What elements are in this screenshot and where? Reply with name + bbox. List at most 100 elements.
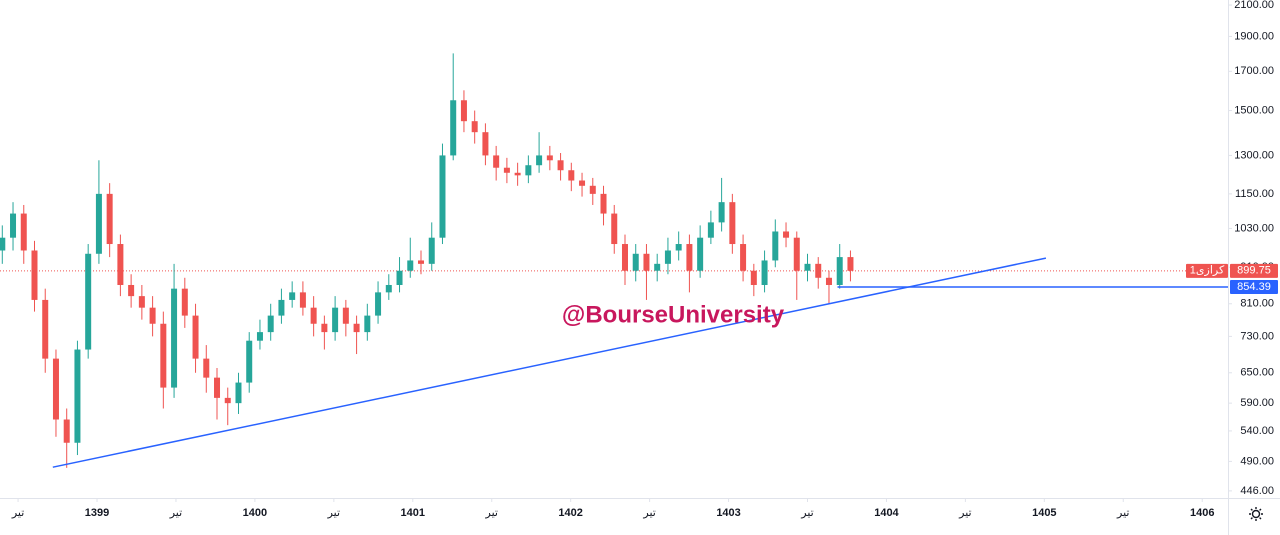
candle-body bbox=[342, 307, 349, 324]
candle-body bbox=[643, 253, 650, 271]
x-tick-label: 1399 bbox=[85, 507, 109, 519]
candle-body bbox=[42, 299, 49, 359]
candle-body bbox=[332, 307, 339, 333]
candle-body bbox=[160, 323, 167, 388]
y-tick-label: 1030.00 bbox=[1234, 222, 1274, 234]
x-tick-label: تیر bbox=[1116, 507, 1129, 519]
candle-body bbox=[321, 323, 328, 333]
candle-body bbox=[63, 419, 70, 443]
candle-body bbox=[128, 284, 135, 297]
candle-body bbox=[364, 315, 371, 333]
hline-badge bbox=[1230, 280, 1278, 295]
candle-body bbox=[664, 250, 671, 264]
candle-body bbox=[740, 244, 747, 271]
candle-body bbox=[192, 315, 199, 359]
x-tick-label: 1404 bbox=[874, 507, 899, 519]
watermark: @BourseUniversity bbox=[562, 301, 785, 328]
candle-body bbox=[471, 121, 478, 133]
candle-body bbox=[353, 323, 360, 333]
candle-body bbox=[697, 237, 704, 271]
y-tick-label: 2100.00 bbox=[1234, 0, 1274, 11]
candle-body bbox=[686, 244, 693, 271]
candle-body bbox=[267, 315, 274, 333]
candle-body bbox=[95, 193, 102, 254]
candle-body bbox=[568, 170, 575, 181]
y-tick-label: 1900.00 bbox=[1234, 30, 1274, 42]
price-labels: 2100.00 1900.00 1700.00 1500.00 1300.00 1150.… bbox=[11, 0, 1278, 519]
x-tick-label: تیر bbox=[11, 507, 24, 519]
candle-body bbox=[20, 213, 27, 251]
y-tick-label: 490.00 bbox=[1240, 455, 1274, 467]
candle-body bbox=[546, 155, 553, 161]
candle-body bbox=[825, 277, 832, 285]
candle-body bbox=[621, 244, 628, 271]
candle-body bbox=[224, 397, 231, 404]
candle-body bbox=[418, 260, 425, 264]
candle-body bbox=[246, 340, 253, 383]
x-tick-label: تیر bbox=[642, 507, 655, 519]
candle-body bbox=[85, 253, 92, 350]
x-tick-label: 1403 bbox=[716, 507, 740, 519]
x-tick-label: 1405 bbox=[1032, 507, 1056, 519]
candle-body bbox=[439, 155, 446, 238]
candle-body bbox=[171, 288, 178, 388]
y-tick-label: 650.00 bbox=[1240, 367, 1274, 379]
candle-body bbox=[514, 172, 521, 176]
candle-body bbox=[836, 257, 843, 285]
candle-body bbox=[396, 270, 403, 285]
candle-body bbox=[804, 263, 811, 271]
candle-body bbox=[138, 296, 145, 308]
y-tick-label: 446.00 bbox=[1240, 485, 1274, 497]
candle-body bbox=[493, 155, 500, 168]
y-tick-label: 1300.00 bbox=[1234, 149, 1274, 161]
y-tick-label: 590.00 bbox=[1240, 397, 1274, 409]
candle-body bbox=[149, 307, 156, 324]
candle-body bbox=[310, 307, 317, 324]
candle-body bbox=[10, 213, 17, 238]
candle-body bbox=[289, 292, 296, 300]
x-tick-label: 1402 bbox=[558, 507, 582, 519]
candle-body bbox=[385, 284, 392, 293]
hline-label: 854.39 bbox=[1237, 281, 1271, 293]
candle-body bbox=[460, 100, 467, 122]
candle-body bbox=[74, 349, 81, 443]
candle-body bbox=[503, 167, 510, 173]
candle-body bbox=[299, 292, 306, 308]
candle-body bbox=[718, 202, 725, 223]
candle-body bbox=[772, 231, 779, 261]
x-tick-label: تیر bbox=[958, 507, 971, 519]
candle-body bbox=[525, 165, 532, 176]
candle-body bbox=[31, 250, 38, 300]
candle-body bbox=[675, 244, 682, 251]
y-tick-label: 1150.00 bbox=[1235, 188, 1274, 200]
candle-body bbox=[654, 263, 661, 271]
candle-body bbox=[632, 253, 639, 271]
candle-body bbox=[729, 202, 736, 245]
last-price-badge bbox=[1230, 263, 1278, 278]
candle-body bbox=[214, 377, 221, 398]
candle-body bbox=[783, 231, 790, 238]
last-price-label: 899.75 bbox=[1237, 265, 1271, 277]
x-tick-label: تیر bbox=[800, 507, 813, 519]
candle-body bbox=[589, 185, 596, 194]
candle-body bbox=[106, 193, 113, 245]
settings-icon[interactable] bbox=[1249, 507, 1263, 521]
candle-body bbox=[611, 213, 618, 245]
candle-body bbox=[278, 299, 285, 316]
candle-body bbox=[600, 193, 607, 214]
candle-body bbox=[407, 260, 414, 271]
x-tick-label: 1406 bbox=[1190, 507, 1214, 519]
candle-body bbox=[428, 237, 435, 264]
y-tick-label: 730.00 bbox=[1240, 330, 1274, 342]
candle-body bbox=[256, 332, 263, 341]
y-tick-label: 1700.00 bbox=[1234, 65, 1274, 77]
candle-body bbox=[52, 358, 59, 420]
candle-body bbox=[761, 260, 768, 285]
candle-body bbox=[750, 270, 757, 285]
candle-body bbox=[793, 237, 800, 271]
symbol-badge bbox=[1186, 263, 1228, 278]
candle-body bbox=[815, 263, 822, 278]
